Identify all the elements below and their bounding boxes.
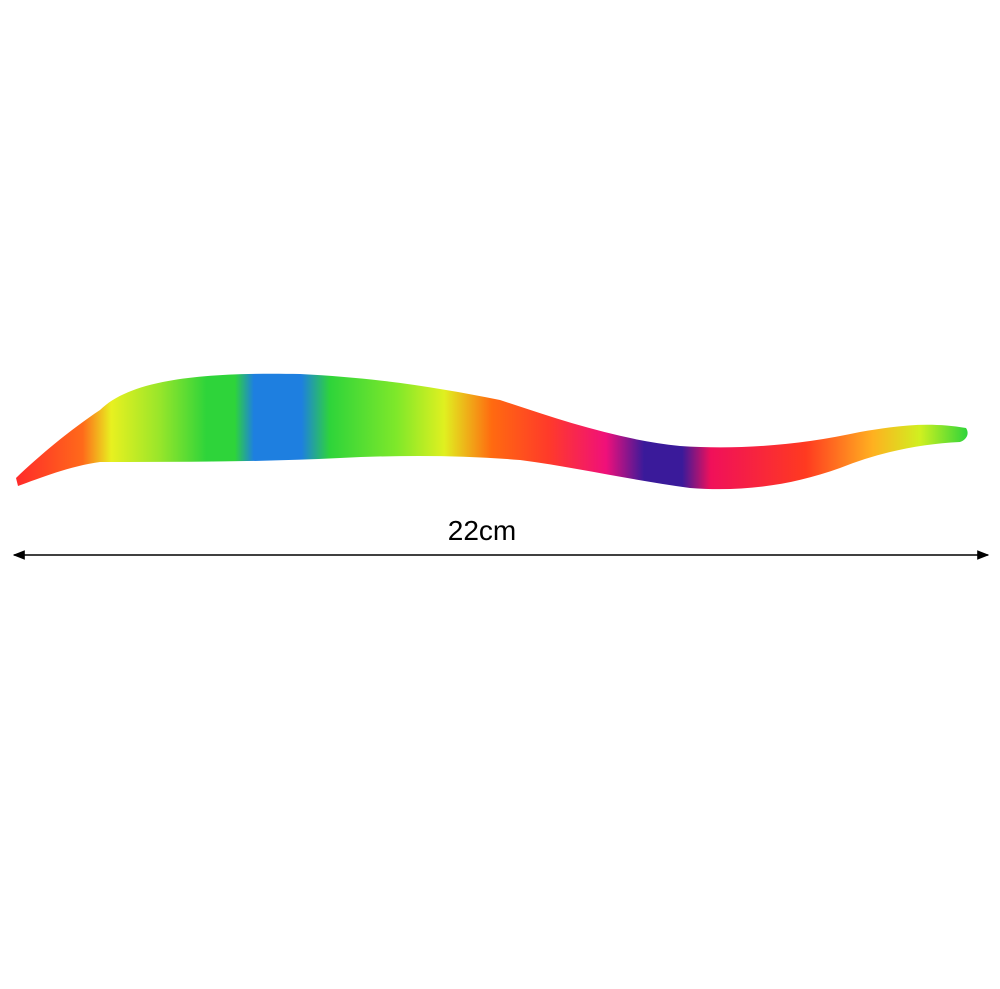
worm-toy [16, 373, 968, 490]
measure-label: 22cm [448, 515, 516, 546]
